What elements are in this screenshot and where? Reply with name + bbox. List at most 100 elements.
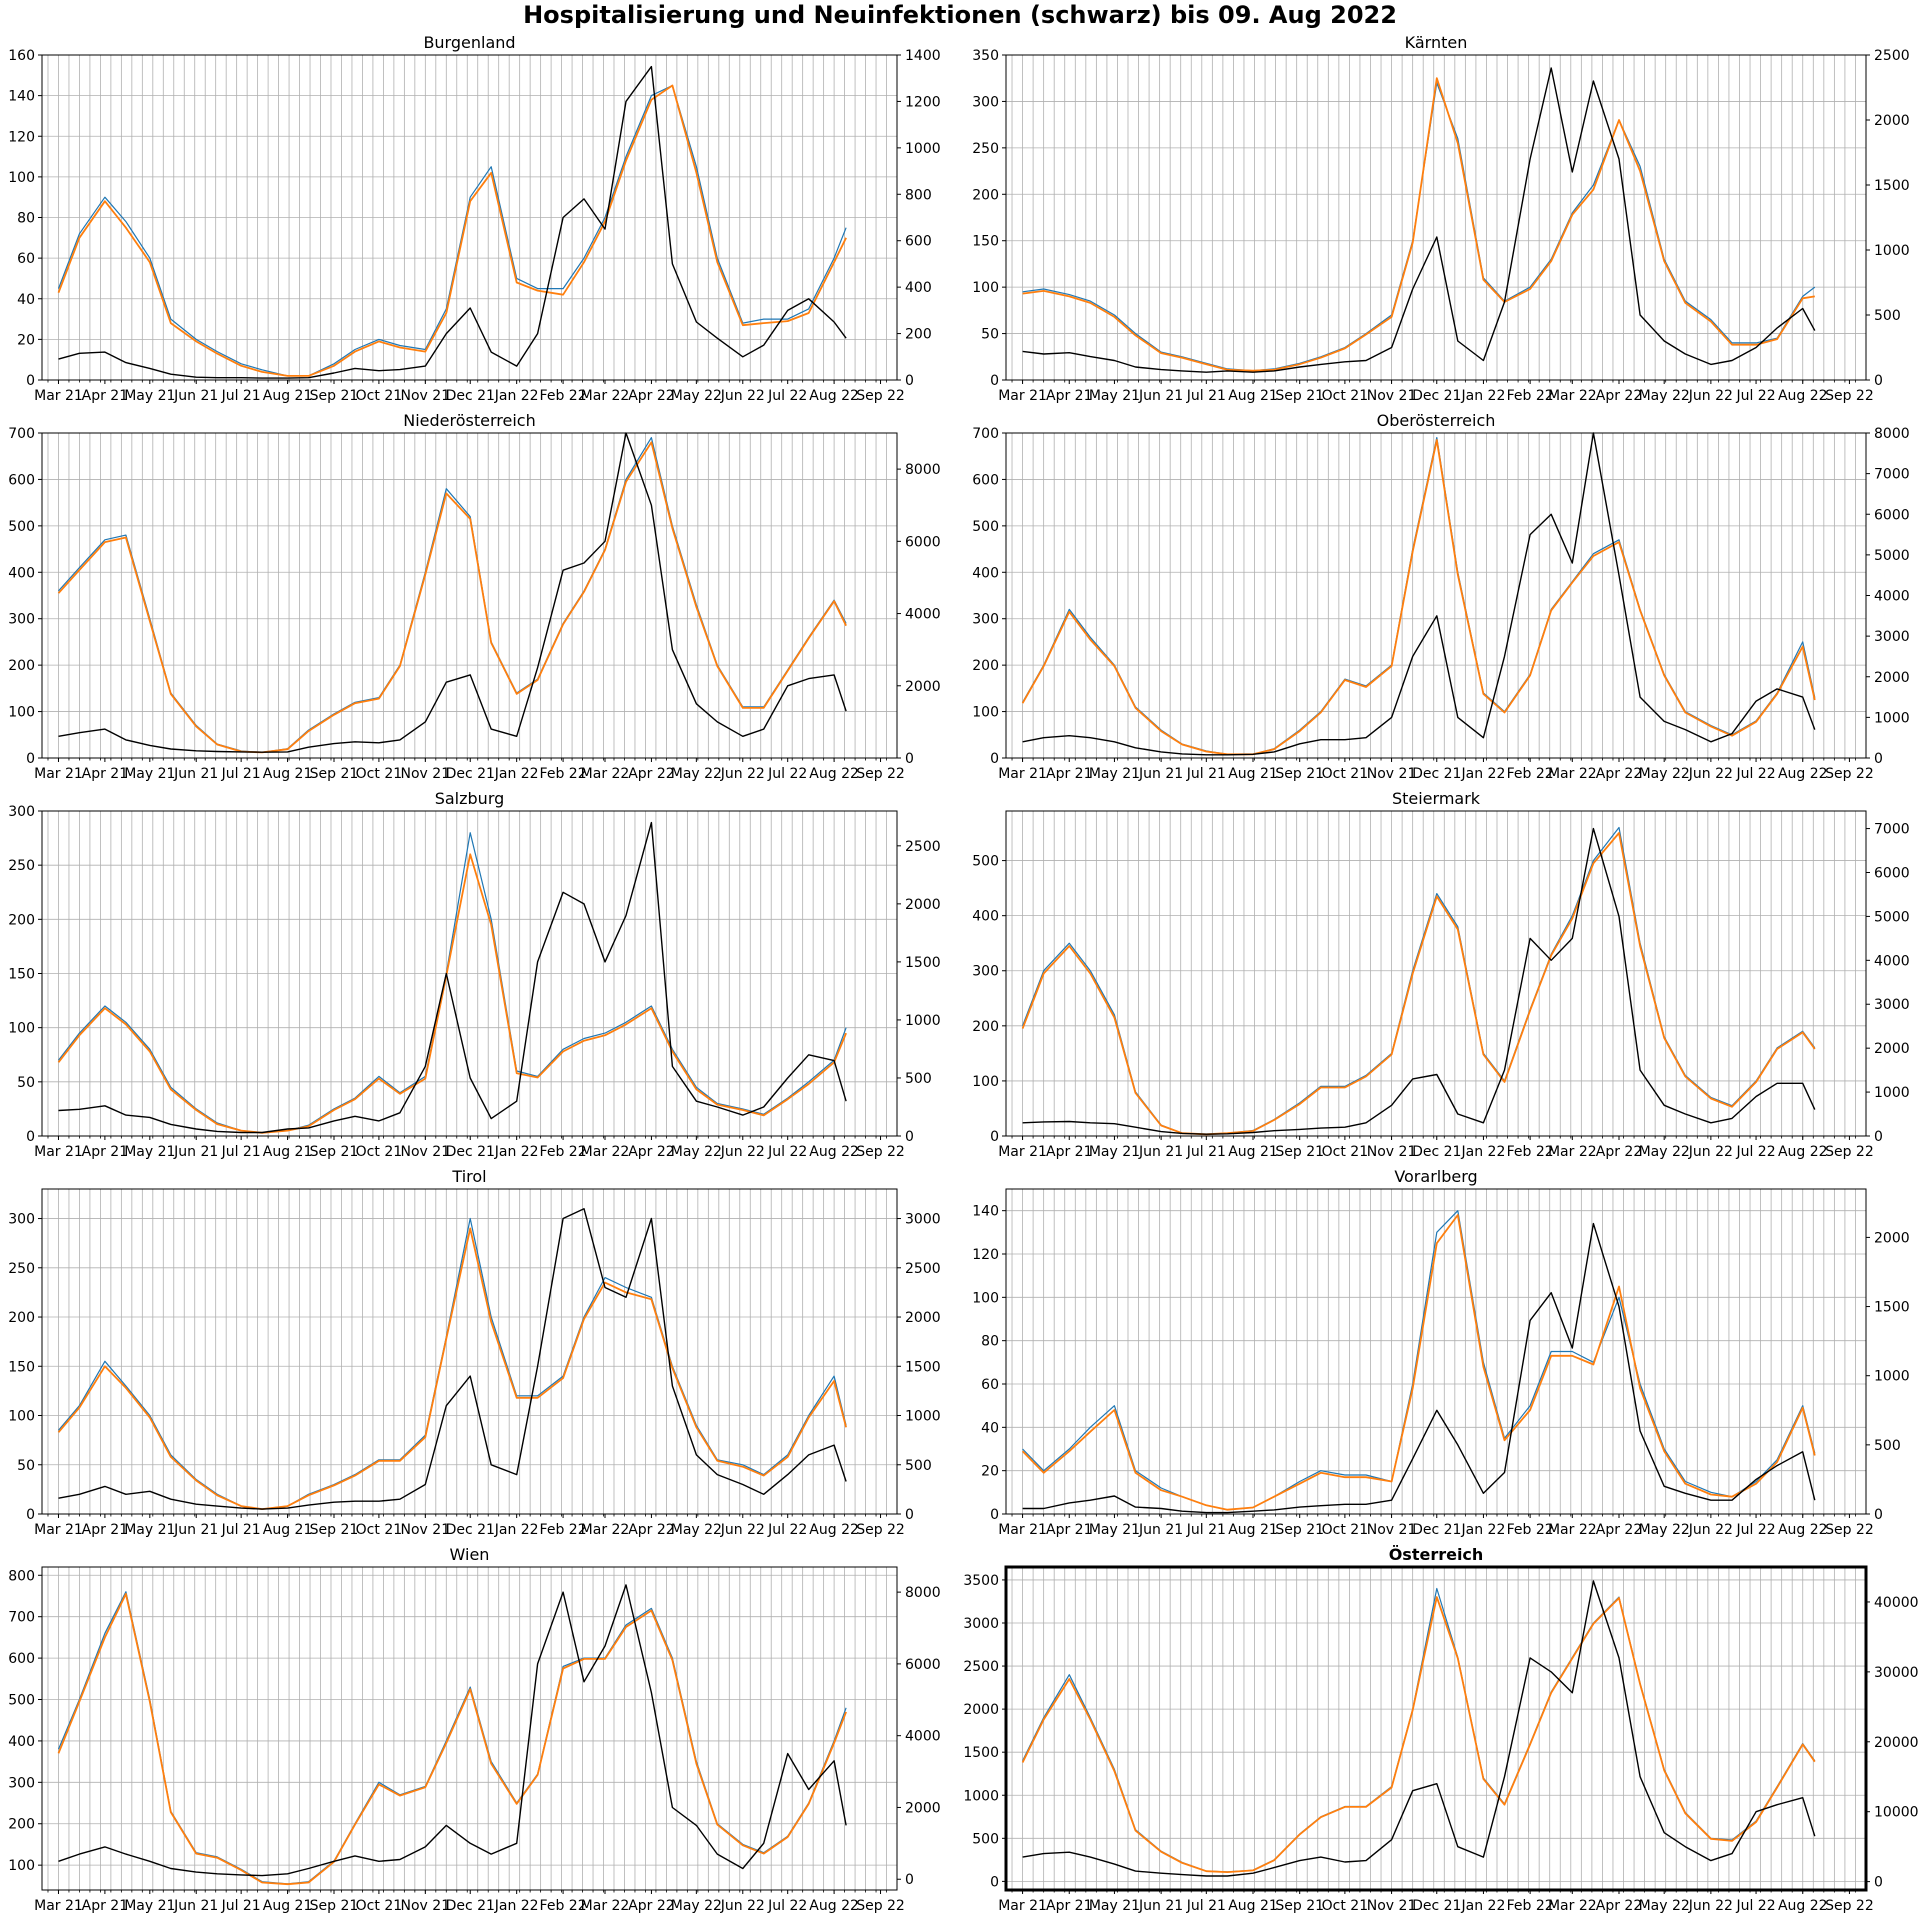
y2-tick-label: 400 <box>905 280 932 296</box>
y-tick-label: 80 <box>981 1334 999 1350</box>
panel-title: Tirol <box>451 1167 486 1186</box>
x-tick-label: Aug 21 <box>263 1144 313 1160</box>
x-tick-label: Jun 21 <box>1138 1522 1183 1538</box>
x-tick-label: Apr 21 <box>82 388 128 404</box>
x-tick-label: Sep 22 <box>1825 1144 1874 1160</box>
y2-tick-label: 600 <box>905 234 932 250</box>
y2-tick-label: 2500 <box>905 1261 941 1277</box>
x-tick-label: Jun 22 <box>1688 1898 1733 1914</box>
x-tick-label: Mar 21 <box>34 388 83 404</box>
y-tick-label: 700 <box>972 426 999 442</box>
y-tick-label: 200 <box>972 1019 999 1035</box>
y-tick-label: 800 <box>8 1568 35 1584</box>
x-tick-label: Jul 22 <box>1735 1144 1775 1160</box>
x-tick-label: Apr 21 <box>82 1144 128 1160</box>
x-tick-label: Aug 21 <box>1228 388 1278 404</box>
y-tick-label: 600 <box>8 1651 35 1667</box>
panel-title: Salzburg <box>435 789 505 808</box>
x-tick-label: Jun 21 <box>1138 388 1183 404</box>
y-tick-label: 150 <box>972 234 999 250</box>
x-tick-label: May 21 <box>1089 766 1140 782</box>
x-tick-label: Mar 21 <box>34 766 83 782</box>
x-tick-label: Aug 21 <box>263 1522 313 1538</box>
series-line-hospitalisierung <box>58 1217 847 1510</box>
figure-title: Hospitalisierung und Neuinfektionen (sch… <box>523 1 1397 29</box>
x-tick-label: Aug 21 <box>1228 1144 1278 1160</box>
plot-frame <box>41 54 898 381</box>
panel-title: Österreich <box>1389 1545 1484 1564</box>
y-tick-label: 100 <box>8 1409 35 1425</box>
plot-frame <box>1005 810 1867 1137</box>
y2-tick-label: 0 <box>905 373 914 389</box>
x-tick-label: Feb 22 <box>1507 1522 1554 1538</box>
x-tick-label: Dec 21 <box>1412 1522 1461 1538</box>
y2-tick-label: 30000 <box>1874 1665 1919 1681</box>
series-line-hospitalisierung_avg <box>1021 439 1816 756</box>
y2-tick-label: 8000 <box>1874 426 1910 442</box>
x-tick-label: Jan 22 <box>1461 1898 1506 1914</box>
series-line-neuinfektionen <box>58 821 847 1134</box>
x-tick-label: Jan 22 <box>494 388 539 404</box>
y2-tick-label: 2000 <box>1874 670 1910 686</box>
x-tick-label: Nov 21 <box>401 388 451 404</box>
y2-tick-label: 2000 <box>905 1800 941 1816</box>
y2-tick-label: 20000 <box>1874 1735 1919 1751</box>
y-tick-label: 500 <box>8 1693 35 1709</box>
x-tick-label: Jun 22 <box>1688 1144 1733 1160</box>
y2-tick-label: 7000 <box>1874 467 1910 483</box>
y2-tick-label: 1500 <box>1874 1300 1910 1316</box>
y2-tick-label: 800 <box>905 187 932 203</box>
y2-tick-label: 200 <box>905 327 932 343</box>
y2-tick-label: 0 <box>1874 751 1883 767</box>
x-tick-label: Aug 22 <box>809 1144 859 1160</box>
plot-frame <box>41 432 898 759</box>
x-tick-label: Sep 21 <box>1275 1522 1324 1538</box>
panel-8: 1002003004005006007008000200040006000800… <box>8 1545 940 1914</box>
x-tick-label: Jun 22 <box>1688 388 1733 404</box>
y-tick-label: 300 <box>8 1212 35 1228</box>
x-tick-label: May 21 <box>124 1144 175 1160</box>
x-tick-label: Feb 22 <box>540 1522 587 1538</box>
x-tick-label: Apr 22 <box>1596 1144 1642 1160</box>
series-line-neuinfektionen <box>1022 432 1816 756</box>
x-tick-label: Sep 22 <box>856 1144 905 1160</box>
y-tick-label: 3000 <box>963 1616 999 1632</box>
x-tick-label: Jan 22 <box>494 1898 539 1914</box>
series-line-hospitalisierung <box>1022 826 1816 1135</box>
x-tick-label: Nov 21 <box>1367 1898 1417 1914</box>
x-tick-label: Sep 22 <box>1825 1898 1874 1914</box>
panel-title: Oberösterreich <box>1377 411 1496 430</box>
x-tick-label: Oct 21 <box>1322 1144 1368 1160</box>
x-tick-label: Jul 21 <box>221 388 261 404</box>
x-tick-label: Jul 21 <box>1186 1144 1226 1160</box>
y-tick-label: 250 <box>8 1261 35 1277</box>
y-tick-label: 2500 <box>963 1659 999 1675</box>
x-tick-label: Apr 21 <box>1046 388 1092 404</box>
y-tick-label: 100 <box>8 1021 35 1037</box>
y2-tick-label: 6000 <box>905 534 941 550</box>
y-tick-label: 100 <box>8 1858 35 1874</box>
plot-frame <box>1004 1565 1868 1892</box>
y-tick-label: 20 <box>981 1464 999 1480</box>
x-tick-label: May 21 <box>1089 388 1140 404</box>
x-tick-label: Aug 21 <box>263 1898 313 1914</box>
x-tick-label: Nov 21 <box>401 1144 451 1160</box>
y-tick-label: 0 <box>990 373 999 389</box>
x-tick-label: Jun 21 <box>173 1144 218 1160</box>
y2-tick-label: 1000 <box>1874 1369 1910 1385</box>
y2-tick-label: 5000 <box>1874 909 1910 925</box>
y-tick-label: 200 <box>8 912 35 928</box>
y2-tick-label: 4000 <box>905 1729 941 1745</box>
x-tick-label: May 22 <box>1639 1144 1690 1160</box>
y-tick-label: 0 <box>990 1507 999 1523</box>
y-tick-label: 600 <box>8 472 35 488</box>
x-tick-label: Mar 21 <box>998 1522 1047 1538</box>
series-line-hospitalisierung_avg <box>1021 832 1816 1136</box>
x-tick-label: May 22 <box>671 1144 722 1160</box>
x-tick-label: Oct 21 <box>1322 1522 1368 1538</box>
x-tick-label: May 21 <box>1089 1898 1140 1914</box>
y-tick-label: 50 <box>981 327 999 343</box>
x-tick-label: Jun 21 <box>1138 1144 1183 1160</box>
x-tick-label: Jul 22 <box>1735 766 1775 782</box>
x-tick-label: Jul 22 <box>767 388 807 404</box>
